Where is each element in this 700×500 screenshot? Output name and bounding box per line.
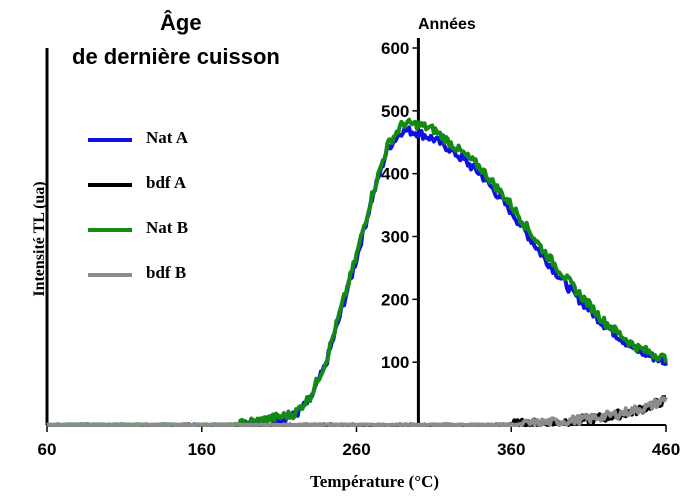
legend-label-bdf-b: bdf B bbox=[146, 263, 187, 282]
legend-label-nat-b: Nat B bbox=[146, 218, 189, 237]
y-tick-label-0: 100 bbox=[381, 353, 409, 372]
x-axis-label: Température (°C) bbox=[310, 472, 440, 491]
x-tick-label-4: 460 bbox=[652, 440, 680, 459]
series-line-nat-a bbox=[46, 125, 668, 427]
chart-title-line2: de dernière cuisson bbox=[72, 44, 280, 69]
y-tick-label-5: 600 bbox=[381, 39, 409, 58]
legend-label-bdf-a: bdf A bbox=[146, 173, 187, 192]
y-tick-label-4: 500 bbox=[381, 102, 409, 121]
y-tick-label-2: 300 bbox=[381, 228, 409, 247]
x-tick-label-0: 60 bbox=[38, 440, 57, 459]
x-tick-label-3: 360 bbox=[497, 440, 525, 459]
x-tick-label-1: 160 bbox=[188, 440, 216, 459]
legend-swatch-nat-a bbox=[88, 138, 132, 142]
legend-swatch-bdf-a bbox=[88, 183, 132, 187]
y-tick-label-1: 200 bbox=[381, 290, 409, 309]
x-tick-label-2: 260 bbox=[342, 440, 370, 459]
y-tick-label-3: 400 bbox=[381, 165, 409, 184]
right-axis-annotation: Années bbox=[418, 16, 476, 33]
series-line-bdf-b bbox=[46, 396, 668, 427]
legend-swatch-nat-b bbox=[88, 228, 132, 232]
series-line-nat-b bbox=[46, 117, 668, 427]
legend-swatch-bdf-b bbox=[88, 273, 132, 277]
legend-label-nat-a: Nat A bbox=[146, 128, 189, 147]
chart-title-line1: Âge bbox=[160, 10, 202, 35]
